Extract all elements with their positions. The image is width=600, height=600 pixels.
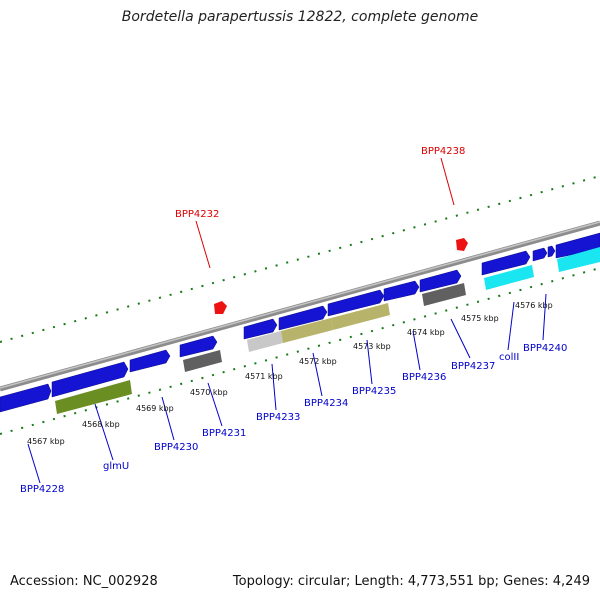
gene-label: BPP4232	[175, 209, 219, 220]
cds-features	[55, 247, 600, 414]
scale-tick-label: 4572 kbp	[299, 357, 337, 366]
gene-label: BPP4228	[20, 484, 64, 495]
scale-labels: 4567 kbp 4568 kbp 4569 kbp 4570 kbp 4571…	[27, 301, 553, 446]
cds-khaki	[281, 318, 333, 343]
cds-cyan	[484, 265, 534, 290]
gene-arrow	[0, 383, 52, 413]
gene-label: BPP4235	[352, 386, 396, 397]
genome-backbone	[0, 220, 600, 392]
red-markers	[214, 238, 468, 314]
marker-BPP4232	[214, 301, 227, 314]
accession-text: Accession: NC_002928	[10, 574, 158, 589]
genome-summary-text: Topology: circular; Length: 4,773,551 bp…	[232, 574, 590, 589]
gene-arrow	[327, 289, 385, 317]
upper-tick-ring	[0, 175, 600, 343]
label-leaders	[27, 157, 547, 484]
gene-label: BPP4233	[256, 412, 300, 423]
scale-tick-label: 4568 kbp	[82, 420, 120, 429]
gene-arrow	[532, 247, 548, 262]
gene-label: BPP4234	[304, 398, 348, 409]
cds-glmU	[55, 380, 132, 414]
gene-arrow	[179, 335, 218, 358]
gene-arrow	[547, 245, 556, 258]
scale-tick-label: 4575 kbp	[461, 314, 499, 323]
gene-label: BPP4230	[154, 442, 198, 453]
gene-arrow	[383, 280, 420, 302]
scale-tick-label: 4569 kbp	[136, 404, 174, 413]
scale-tick-label: 4567 kbp	[27, 437, 65, 446]
cds-gray	[422, 283, 466, 306]
cds-gray	[183, 350, 222, 372]
forward-genes	[0, 232, 600, 413]
lower-tick-ring	[0, 267, 600, 435]
map-title: Bordetella parapertussis 12822, complete…	[121, 9, 479, 25]
gene-label: BPP4238	[421, 146, 465, 157]
gene-arrow	[278, 305, 328, 331]
gene-arrow	[51, 361, 129, 398]
gene-label: BPP4240	[523, 343, 567, 354]
gene-arrow	[243, 318, 278, 340]
cds-lightgray	[247, 331, 283, 352]
gene-arrow	[555, 232, 600, 259]
gene-labels: BPP4228 glmU BPP4230 BPP4231 BPP4233 BPP…	[20, 146, 567, 495]
gene-label: colII	[499, 352, 519, 363]
gene-arrow	[481, 250, 531, 276]
scale-tick-label: 4570 kbp	[190, 388, 228, 397]
gene-arrow	[419, 269, 462, 293]
marker-BPP4238	[456, 238, 468, 251]
cds-khaki	[331, 303, 390, 330]
gene-label: glmU	[103, 461, 129, 472]
gene-arrow	[129, 349, 171, 373]
cds-cyan	[557, 247, 600, 272]
gene-label: BPP4237	[451, 361, 495, 372]
gene-label: BPP4231	[202, 428, 246, 439]
scale-tick-label: 4573 kbp	[353, 342, 391, 351]
scale-tick-label: 4571 kbp	[245, 372, 283, 381]
scale-tick-label: 4574 kbp	[407, 328, 445, 337]
gene-label: BPP4236	[402, 372, 446, 383]
scale-tick-label: 4576 kbp	[515, 301, 553, 310]
